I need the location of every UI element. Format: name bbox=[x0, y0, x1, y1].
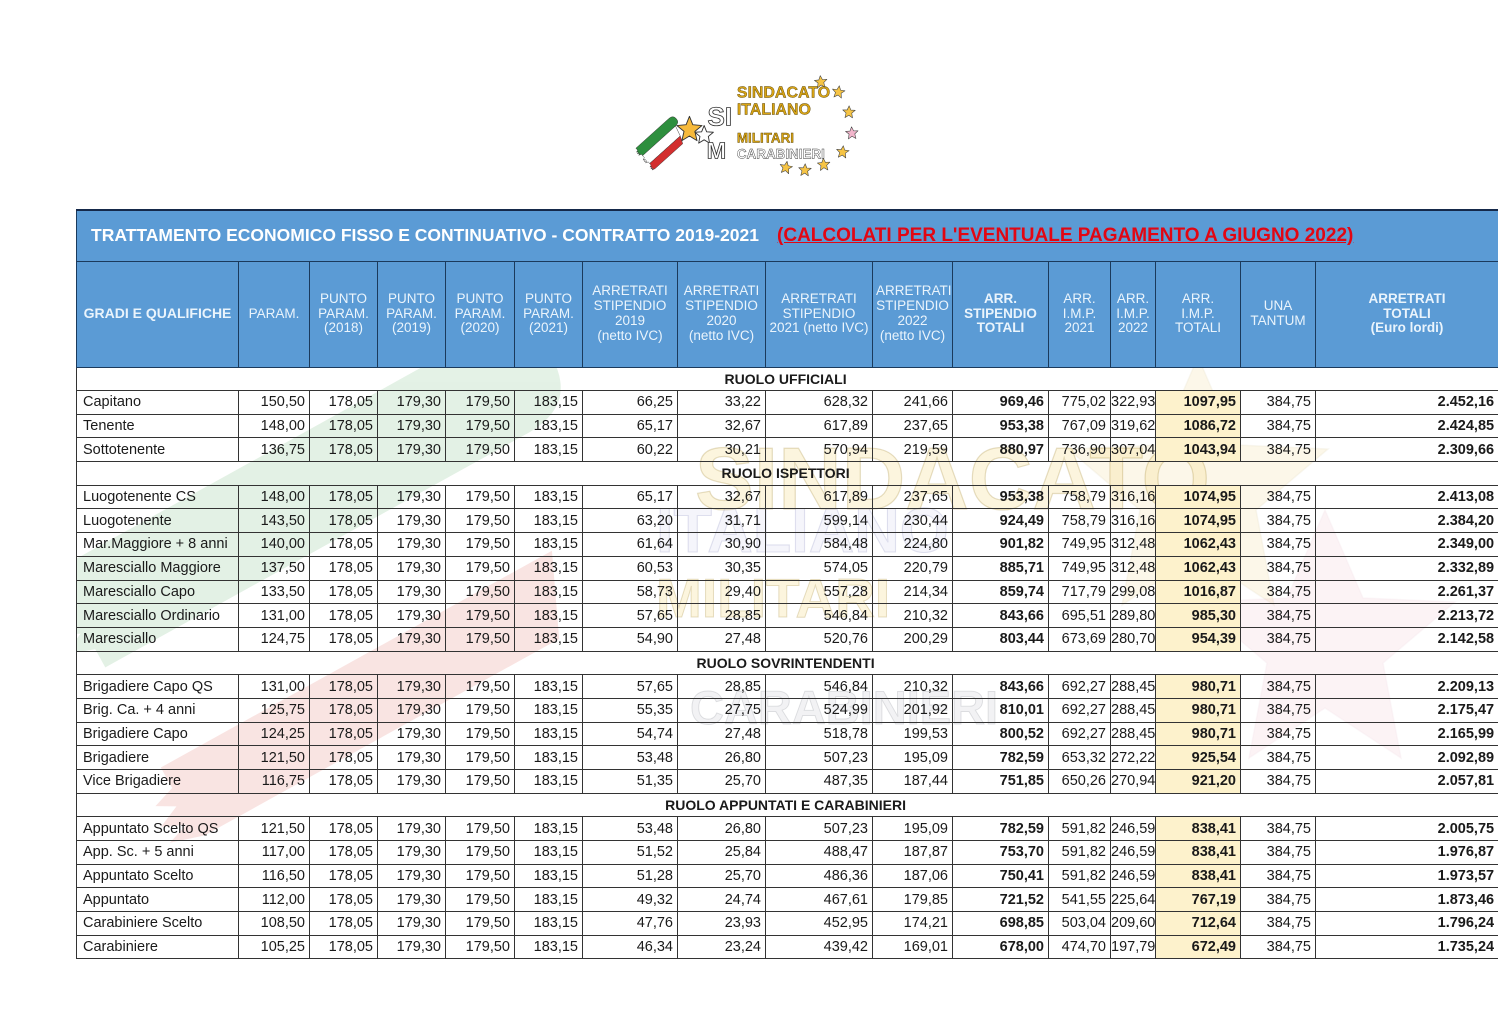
svg-text:CARABINIERI: CARABINIERI bbox=[737, 146, 825, 161]
svg-text:MILITARI: MILITARI bbox=[737, 130, 794, 145]
svg-text:SINDACATO: SINDACATO bbox=[737, 84, 830, 101]
svg-text:SI: SI bbox=[707, 102, 732, 132]
svg-text:ITALIANO: ITALIANO bbox=[737, 102, 811, 119]
svg-text:M: M bbox=[707, 137, 727, 163]
